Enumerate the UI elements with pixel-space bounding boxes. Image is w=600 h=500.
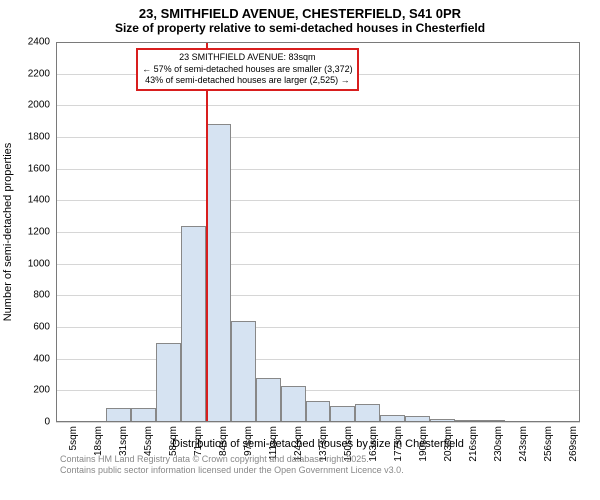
y-tick-label: 2400 <box>28 37 50 48</box>
gridline <box>56 422 580 423</box>
y-tick-label: 1400 <box>28 195 50 206</box>
y-tick-label: 0 <box>44 417 50 428</box>
chart-subtitle: Size of property relative to semi-detach… <box>0 21 600 39</box>
y-tick-label: 1800 <box>28 132 50 143</box>
plot-border <box>56 42 580 422</box>
y-tick-label: 1000 <box>28 258 50 269</box>
y-tick-label: 2000 <box>28 100 50 111</box>
plot-area: 0200400600800100012001400160018002000220… <box>56 42 580 422</box>
y-axis-label: Number of semi-detached properties <box>2 42 18 422</box>
y-tick-label: 800 <box>33 290 50 301</box>
attribution-text: Contains HM Land Registry data © Crown c… <box>60 454 404 476</box>
x-axis-label: Distribution of semi-detached houses by … <box>56 438 580 450</box>
chart-container: 23, SMITHFIELD AVENUE, CHESTERFIELD, S41… <box>0 0 600 500</box>
y-tick-label: 1200 <box>28 227 50 238</box>
y-tick-label: 400 <box>33 353 50 364</box>
y-tick-label: 200 <box>33 385 50 396</box>
y-tick-label: 2200 <box>28 68 50 79</box>
chart-title-address: 23, SMITHFIELD AVENUE, CHESTERFIELD, S41… <box>0 0 600 21</box>
attribution-line: Contains HM Land Registry data © Crown c… <box>60 454 404 465</box>
attribution-line: Contains public sector information licen… <box>60 465 404 476</box>
y-tick-label: 600 <box>33 322 50 333</box>
y-tick-label: 1600 <box>28 163 50 174</box>
